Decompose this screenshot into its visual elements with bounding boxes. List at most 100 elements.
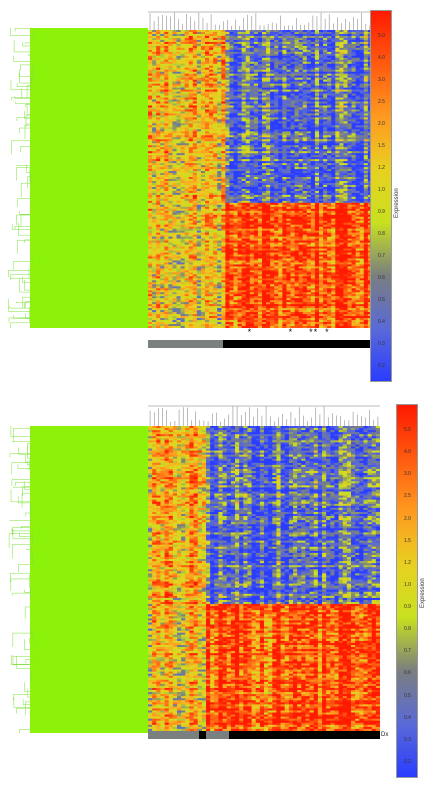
heatmap-cell — [278, 75, 283, 79]
heatmap-cell — [266, 141, 271, 144]
heatmap-cell — [270, 188, 275, 192]
heatmap-cell — [164, 175, 169, 178]
heatmap-cell — [148, 97, 153, 100]
heatmap-cell — [270, 63, 275, 67]
heatmap-cell — [319, 155, 324, 158]
heatmap-cell — [355, 107, 361, 110]
heatmap-cell — [217, 33, 222, 37]
heatmap-cell — [245, 71, 251, 75]
heatmap-cell — [282, 65, 287, 69]
heatmap-cell — [314, 133, 320, 136]
heatmap-cell — [278, 49, 283, 53]
heatmap-cell — [168, 137, 173, 140]
heatmap-cell — [335, 109, 340, 112]
heatmap-cell — [270, 125, 275, 128]
heatmap-cell — [241, 179, 247, 182]
heatmap-cell — [217, 91, 222, 94]
heatmap-cell — [331, 173, 336, 176]
heatmap-cell — [323, 182, 328, 186]
heatmap-cell — [363, 77, 369, 81]
heatmap-cell — [225, 188, 230, 192]
heatmap-cell — [213, 186, 218, 190]
heatmap-cell — [339, 85, 344, 89]
heatmap-cell — [148, 117, 153, 120]
heatmap-cell — [217, 143, 222, 146]
heatmap-cell — [188, 173, 194, 176]
heatmap-cell — [237, 31, 243, 35]
heatmap-cell — [221, 139, 226, 142]
heatmap-cell — [351, 31, 357, 35]
heatmap-cell — [160, 179, 165, 182]
heatmap-cell — [209, 179, 214, 182]
heatmap-cell — [327, 157, 332, 160]
heatmap-cell — [217, 177, 222, 180]
heatmap-cell — [148, 31, 153, 35]
heatmap-cell — [176, 89, 181, 92]
heatmap-cell — [278, 135, 283, 138]
heatmap-cell — [233, 139, 238, 142]
heatmap-cell — [156, 59, 161, 63]
heatmap-cell — [262, 69, 267, 73]
heatmap-cell — [278, 184, 283, 188]
heatmap-cell — [323, 131, 328, 134]
heatmap-cell — [180, 117, 186, 120]
heatmap-cell — [298, 65, 304, 69]
heatmap-cell — [327, 43, 332, 47]
heatmap-cell — [278, 47, 283, 51]
heatmap-cell — [262, 75, 267, 79]
heatmap-cell — [176, 99, 181, 102]
heatmap-cell — [200, 143, 206, 146]
heatmap-cell — [363, 163, 369, 166]
heatmap-cell — [241, 93, 247, 96]
heatmap-cell — [319, 85, 324, 89]
heatmap-cell — [213, 49, 218, 53]
heatmap-cell — [192, 149, 198, 152]
heatmap-cell — [282, 105, 287, 108]
heatmap-cell — [209, 75, 214, 79]
heatmap-cell — [172, 103, 177, 106]
heatmap-cell — [184, 179, 190, 182]
heatmap-cell — [209, 151, 214, 154]
heatmap-cell — [257, 51, 263, 55]
heatmap-cell — [164, 194, 169, 198]
heatmap-cell — [241, 127, 247, 130]
heatmap-cell — [278, 65, 283, 69]
heatmap-cell — [302, 43, 308, 47]
heatmap-cell — [152, 167, 157, 170]
heatmap-cell — [286, 194, 291, 198]
heatmap-cell — [278, 107, 283, 110]
heatmap-cell — [241, 169, 247, 172]
heatmap-cell — [314, 111, 320, 114]
heatmap-cell — [168, 81, 173, 85]
heatmap-cell — [196, 30, 202, 33]
heatmap-cell — [274, 57, 279, 61]
heatmap-cell — [327, 113, 332, 116]
heatmap-cell — [241, 147, 247, 150]
heatmap-cell — [274, 105, 279, 108]
heatmap-cell — [327, 137, 332, 140]
heatmap-cell — [286, 182, 291, 186]
heatmap-cell — [192, 73, 198, 77]
heatmap-cell — [274, 87, 279, 90]
heatmap-cell — [278, 149, 283, 152]
heatmap-cell — [298, 180, 304, 184]
heatmap-cell — [359, 157, 365, 160]
heatmap-cell — [347, 75, 352, 79]
heatmap-cell — [221, 125, 226, 128]
heatmap-cell — [359, 69, 365, 73]
heatmap-cell — [359, 145, 365, 148]
heatmap-cell — [205, 79, 210, 83]
heatmap-cell — [314, 115, 320, 118]
heatmap-cell — [245, 157, 251, 160]
heatmap-cell — [156, 137, 161, 140]
heatmap-cell — [262, 99, 267, 102]
heatmap-cell — [335, 59, 340, 63]
heatmap-cell — [257, 59, 263, 63]
heatmap-cell — [355, 119, 361, 122]
heatmap-cell — [172, 177, 177, 180]
heatmap-cell — [148, 133, 153, 136]
heatmap-cell — [241, 107, 247, 110]
heatmap-cell — [331, 61, 336, 65]
heatmap-cell — [253, 171, 259, 174]
heatmap-cell — [314, 77, 320, 81]
